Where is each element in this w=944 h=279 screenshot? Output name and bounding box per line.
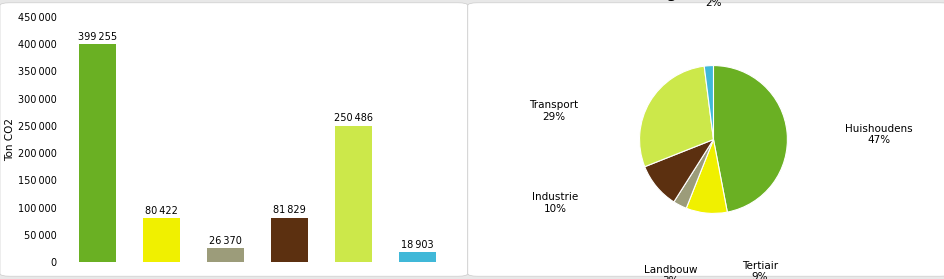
Text: Tertiair
9%: Tertiair 9% (741, 261, 777, 279)
Text: 399 255: 399 255 (78, 32, 117, 42)
Bar (79, 44, 116, 262)
Bar (271, 218, 308, 262)
Bar (398, 252, 435, 262)
Text: 13 stads- en gemeentebesturen
2%: 13 stads- en gemeentebesturen 2% (630, 0, 796, 8)
Text: 81 829: 81 829 (273, 205, 306, 215)
Wedge shape (703, 66, 713, 140)
Text: 250 486: 250 486 (333, 113, 373, 123)
Text: Industrie
10%: Industrie 10% (531, 192, 578, 214)
Title: Verdeling CO2-uitstoot 2011: Verdeling CO2-uitstoot 2011 (601, 0, 824, 1)
Text: Landbouw
3%: Landbouw 3% (643, 265, 697, 279)
Wedge shape (644, 140, 713, 202)
Bar (207, 248, 244, 262)
Bar (334, 126, 372, 262)
Text: 80 422: 80 422 (145, 206, 177, 216)
Text: 26 370: 26 370 (209, 236, 242, 246)
Wedge shape (685, 140, 727, 213)
Text: Huishoudens
47%: Huishoudens 47% (844, 124, 912, 145)
Wedge shape (713, 66, 786, 212)
Text: 18 903: 18 903 (400, 240, 433, 250)
Wedge shape (673, 140, 713, 208)
Y-axis label: Ton CO2: Ton CO2 (5, 118, 15, 161)
Wedge shape (639, 66, 713, 167)
Text: Transport
29%: Transport 29% (529, 100, 578, 122)
Bar (143, 218, 180, 262)
